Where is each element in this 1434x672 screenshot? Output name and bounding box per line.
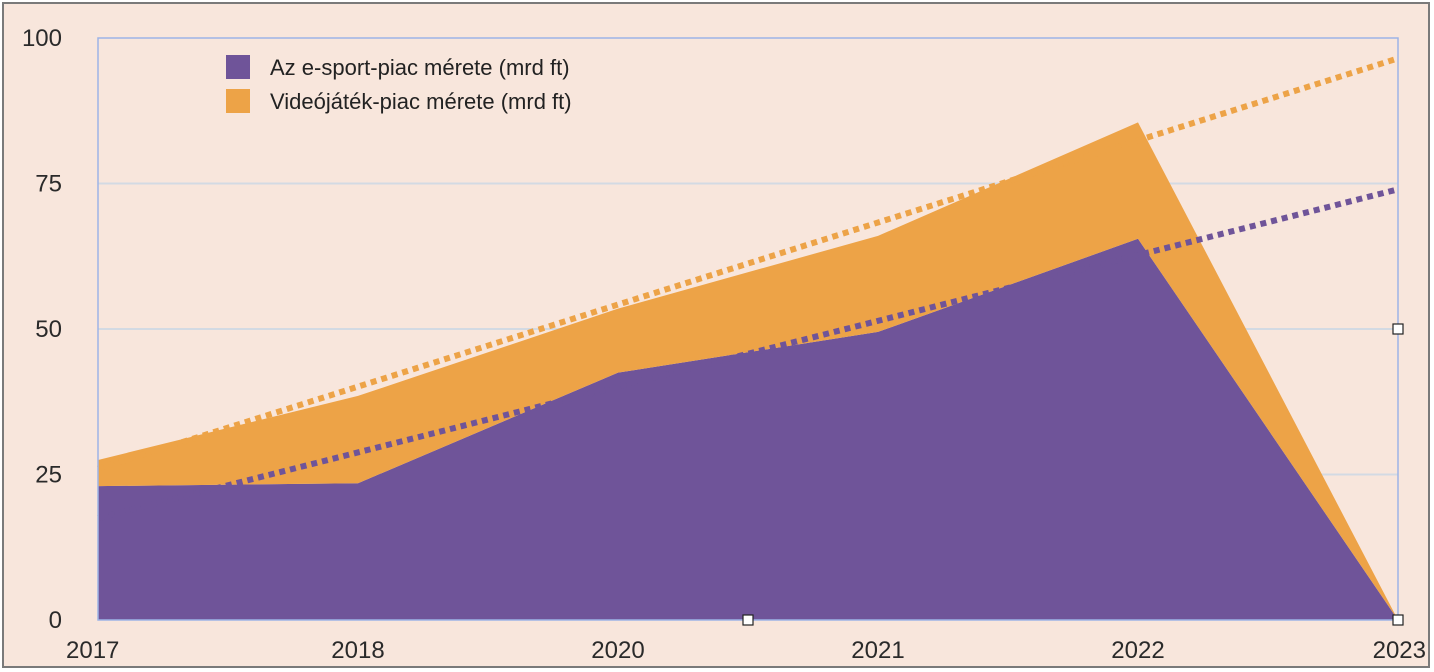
handle-bottom-center[interactable] <box>742 614 754 626</box>
trend-lines <box>97 55 1399 522</box>
handle-bottom-right[interactable] <box>1392 614 1404 626</box>
x-tick-label: 2023 <box>1373 637 1426 664</box>
area-series-1 <box>98 238 1398 621</box>
y-tick-label: 0 <box>49 607 62 634</box>
y-axis-tick-labels: 0 25 50 75 100 <box>22 25 62 634</box>
x-tick-label: 2017 <box>66 637 119 664</box>
selection-handles[interactable] <box>742 323 1404 626</box>
legend-label-2: Videójáték-piac mérete (mrd ft) <box>270 89 572 114</box>
area-chart: 0 25 50 75 100 2017 2018 2020 2021 2022 2023 Az e… <box>22 25 1426 664</box>
area-series-2 <box>98 122 1398 620</box>
x-tick-label: 2021 <box>851 637 904 664</box>
legend: Az e-sport-piac mérete (mrd ft) Videójáté… <box>226 55 572 114</box>
legend-swatch-2 <box>226 89 250 113</box>
y-tick-label: 100 <box>22 25 62 52</box>
legend-label-1: Az e-sport-piac mérete (mrd ft) <box>270 55 570 80</box>
y-tick-label: 50 <box>35 316 62 343</box>
trendline-series-2 <box>97 55 1399 472</box>
handle-right-middle[interactable] <box>1392 323 1404 335</box>
trendline-series-1 <box>97 186 1399 522</box>
x-tick-label: 2020 <box>591 637 644 664</box>
area-series <box>98 122 1398 621</box>
legend-swatch-1 <box>226 55 250 79</box>
y-tick-label: 75 <box>35 171 62 198</box>
y-tick-label: 25 <box>35 462 62 489</box>
x-tick-label: 2022 <box>1111 637 1164 664</box>
x-axis-tick-labels: 2017 2018 2020 2021 2022 2023 <box>66 637 1426 664</box>
x-tick-label: 2018 <box>331 637 384 664</box>
